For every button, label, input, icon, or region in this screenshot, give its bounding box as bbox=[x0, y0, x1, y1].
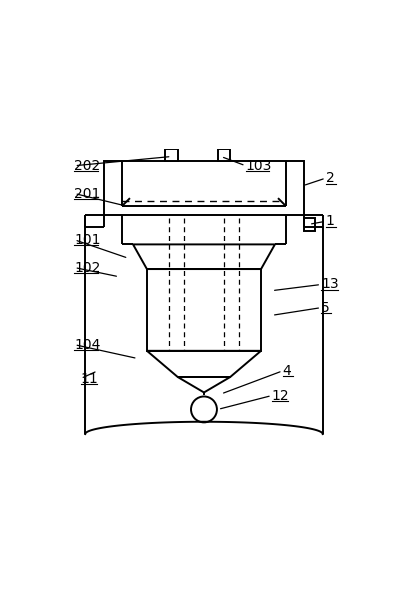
Bar bbox=[218, 149, 230, 161]
Bar bbox=[304, 218, 315, 230]
Bar bbox=[147, 269, 261, 351]
Text: 1: 1 bbox=[326, 214, 335, 228]
Text: 104: 104 bbox=[74, 338, 101, 352]
Text: 101: 101 bbox=[74, 233, 101, 247]
Bar bbox=[104, 161, 304, 215]
Text: 5: 5 bbox=[321, 301, 330, 314]
Text: 2: 2 bbox=[326, 171, 335, 185]
Bar bbox=[166, 149, 178, 161]
Text: 102: 102 bbox=[74, 260, 101, 275]
Text: 12: 12 bbox=[272, 389, 289, 403]
Text: 4: 4 bbox=[283, 364, 291, 378]
Text: 13: 13 bbox=[321, 277, 339, 292]
Text: 103: 103 bbox=[246, 159, 272, 173]
Text: 11: 11 bbox=[80, 371, 98, 386]
Text: 202: 202 bbox=[74, 159, 101, 173]
Text: 201: 201 bbox=[74, 187, 101, 200]
